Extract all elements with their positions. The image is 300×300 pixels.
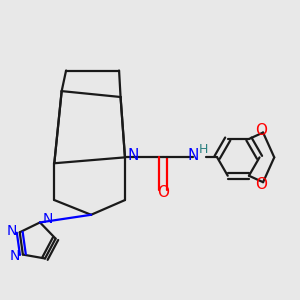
Text: N: N: [188, 148, 199, 164]
Text: N: N: [42, 212, 52, 226]
Text: H: H: [199, 143, 208, 157]
Text: N: N: [128, 148, 139, 164]
Text: O: O: [157, 184, 169, 200]
Text: O: O: [255, 123, 267, 138]
Text: N: N: [9, 249, 20, 263]
Text: N: N: [6, 224, 17, 238]
Text: O: O: [255, 177, 267, 192]
